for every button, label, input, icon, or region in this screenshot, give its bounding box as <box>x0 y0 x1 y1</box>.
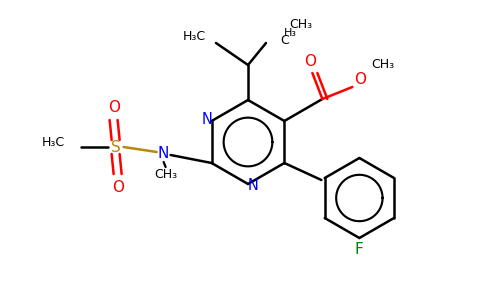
Text: H₃C: H₃C <box>182 31 206 44</box>
Text: H₃: H₃ <box>284 28 297 38</box>
Text: O: O <box>354 71 366 86</box>
Text: H₃C: H₃C <box>42 136 65 149</box>
Text: CH₃: CH₃ <box>154 169 177 182</box>
Text: S: S <box>111 140 121 154</box>
Text: N: N <box>158 146 169 160</box>
Text: CH₃: CH₃ <box>371 58 394 71</box>
Text: C: C <box>280 34 289 47</box>
Text: CH₃: CH₃ <box>289 19 313 32</box>
Text: N: N <box>201 112 212 127</box>
Text: F: F <box>355 242 364 256</box>
Text: N: N <box>247 178 258 194</box>
Text: O: O <box>304 55 317 70</box>
Text: O: O <box>107 100 120 115</box>
Text: O: O <box>112 179 123 194</box>
